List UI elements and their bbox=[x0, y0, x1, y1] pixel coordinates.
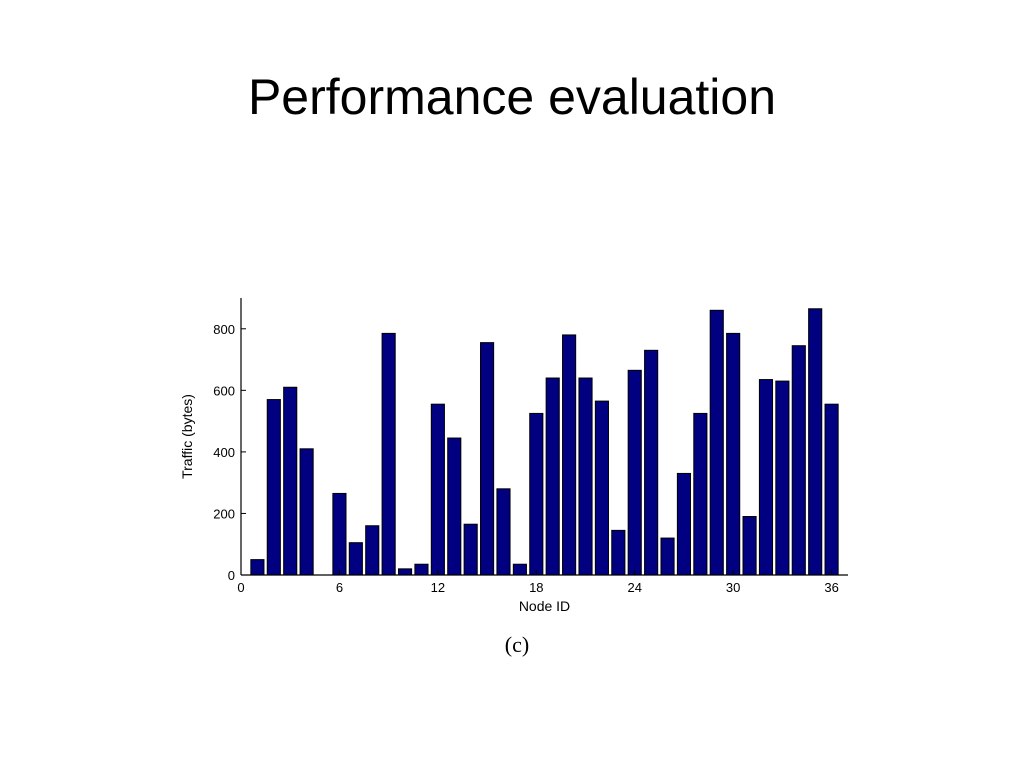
bar-node-32 bbox=[758, 379, 774, 576]
y-tick-label: 0 bbox=[228, 568, 235, 583]
x-tick-label: 6 bbox=[336, 580, 343, 595]
x-axis-label: Node ID bbox=[519, 598, 570, 614]
bar-node-34 bbox=[791, 345, 806, 576]
bar-node-12 bbox=[430, 403, 445, 576]
bar-node-31 bbox=[742, 516, 757, 576]
bar-node-8 bbox=[365, 525, 380, 576]
bar-node-10 bbox=[397, 568, 413, 576]
bar-node-15 bbox=[480, 342, 495, 576]
x-tick-label: 0 bbox=[237, 580, 244, 595]
bar-node-29 bbox=[709, 309, 724, 576]
bar-node-26 bbox=[660, 537, 675, 576]
bar-node-25 bbox=[644, 349, 659, 576]
bar-node-36 bbox=[824, 403, 839, 576]
bar-node-19 bbox=[545, 377, 560, 576]
slide-title: Performance evaluation bbox=[247, 69, 777, 125]
y-tick-label: 400 bbox=[213, 445, 235, 460]
bar-node-7 bbox=[348, 542, 363, 576]
bar-node-4 bbox=[299, 448, 314, 576]
bar-node-28 bbox=[693, 412, 708, 576]
x-tick-label: 24 bbox=[627, 580, 641, 595]
bar-node-30 bbox=[726, 332, 741, 576]
y-axis-label: Traffic (bytes) bbox=[179, 394, 195, 479]
bar-node-18 bbox=[529, 412, 544, 576]
bar-node-22 bbox=[594, 400, 609, 576]
bar-node-35 bbox=[808, 308, 823, 576]
axes bbox=[240, 298, 848, 576]
bar-node-2 bbox=[266, 399, 281, 576]
bar-node-21 bbox=[578, 377, 593, 576]
y-tick-label: 800 bbox=[213, 322, 235, 337]
y-tick-label: 600 bbox=[213, 383, 235, 398]
x-tick-label: 36 bbox=[824, 580, 838, 595]
bar-node-11 bbox=[414, 563, 429, 576]
y-tick-label: 200 bbox=[213, 506, 235, 521]
bar-node-1 bbox=[250, 559, 265, 576]
bar-node-17 bbox=[512, 563, 527, 576]
bar-node-20 bbox=[562, 334, 577, 576]
x-ticks: 0 6 12 18 24 30 36 bbox=[237, 570, 839, 595]
bar-node-6 bbox=[332, 492, 347, 576]
bar-node-9 bbox=[381, 332, 396, 576]
bar-node-16 bbox=[496, 488, 511, 576]
bar-node-23 bbox=[611, 529, 626, 576]
figure-caption: (c) bbox=[505, 632, 529, 657]
x-tick-label: 18 bbox=[529, 580, 543, 595]
y-ticks: 0 200 400 600 800 bbox=[213, 322, 246, 583]
x-tick-label: 12 bbox=[431, 580, 445, 595]
bar-node-13 bbox=[447, 437, 462, 576]
x-tick-label: 30 bbox=[726, 580, 740, 595]
bar-node-27 bbox=[676, 472, 692, 576]
bar-node-3 bbox=[283, 386, 298, 576]
bar-node-33 bbox=[775, 380, 790, 576]
bar-node-24 bbox=[627, 369, 642, 576]
bar-group bbox=[250, 308, 839, 576]
bar-node-14 bbox=[463, 523, 478, 576]
